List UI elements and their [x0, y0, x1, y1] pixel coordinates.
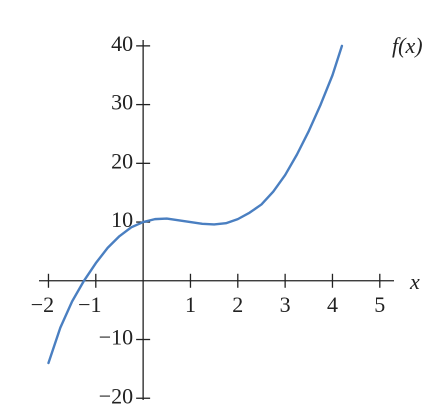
x-tick-label: 2 — [232, 292, 243, 317]
y-tick-label: −20 — [99, 383, 133, 408]
series-label: f(x) — [392, 33, 423, 58]
y-tick-label: 10 — [111, 207, 133, 232]
y-tick-label: 20 — [111, 148, 133, 173]
x-tick-label: 1 — [185, 292, 196, 317]
curve — [47, 44, 344, 365]
x-tick-label: −2 — [31, 292, 54, 317]
x-tick-label: −1 — [78, 292, 101, 317]
y-tick-label: 30 — [111, 90, 133, 115]
y-tick-label: −10 — [99, 325, 133, 350]
x-tick-label: 4 — [327, 292, 338, 317]
y-tick-label: 40 — [111, 31, 133, 56]
x-tick-label: 5 — [374, 292, 385, 317]
x-axis-label: x — [409, 269, 420, 294]
x-tick-label: 3 — [280, 292, 291, 317]
